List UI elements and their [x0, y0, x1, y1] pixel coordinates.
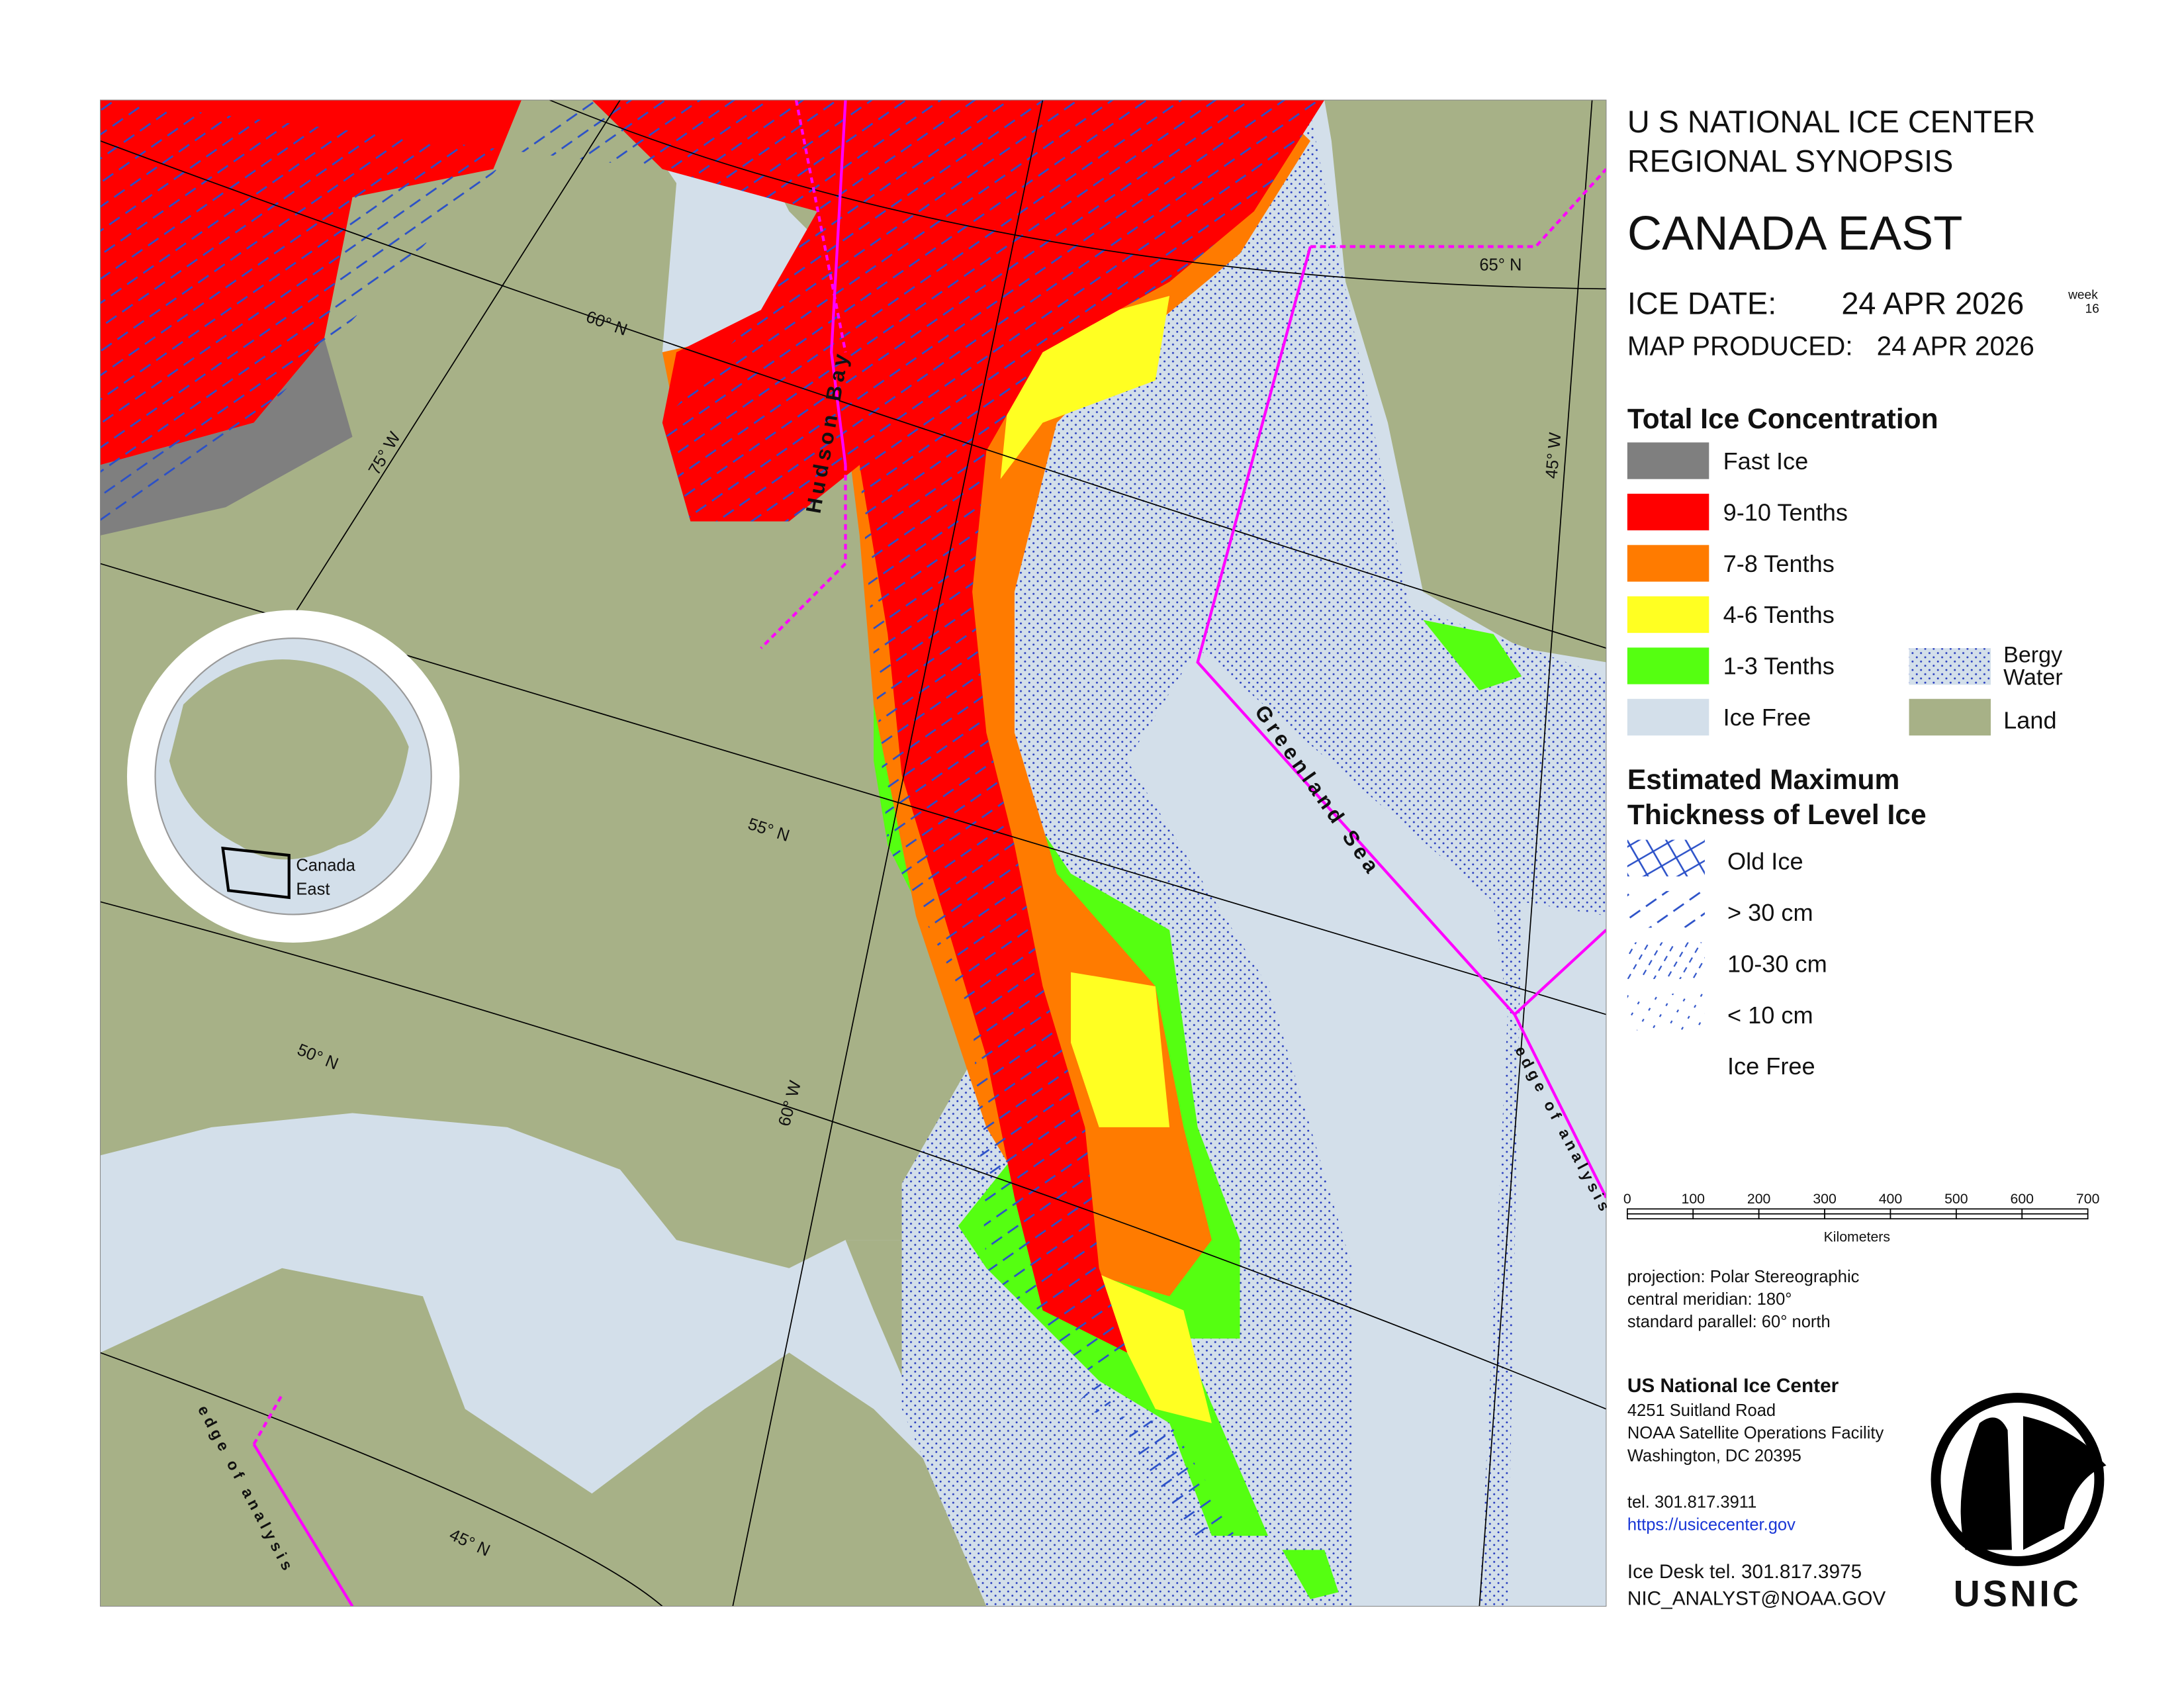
legend-swatch [1627, 647, 1709, 684]
logo-bear [2023, 1416, 2107, 1550]
graticule-line [549, 100, 1606, 290]
scale-tick-label: 200 [1747, 1191, 1770, 1207]
ice-1-3-tenths [1282, 1550, 1339, 1599]
contact-address: 4251 Suitland Road [1627, 1401, 1776, 1420]
legend-label: 7-8 Tenths [1723, 550, 1835, 577]
analysis-boundary [252, 1443, 354, 1607]
projection-info: standard parallel: 60° north [1627, 1313, 1831, 1331]
legend-label: Old Ice [1727, 847, 1803, 874]
legend-label: 9-10 Tenths [1723, 498, 1848, 526]
ice-date-label: ICE DATE: [1627, 287, 1776, 321]
scale-tick-label: 100 [1682, 1191, 1705, 1207]
legend-label: 1-3 Tenths [1723, 653, 1835, 680]
inset-label: East [296, 880, 330, 899]
projection-info: projection: Polar Stereographic [1627, 1268, 1860, 1286]
legend-label: Water [2003, 665, 2063, 690]
graticule-line [100, 140, 1606, 649]
scale-tick-label: 600 [2011, 1191, 2034, 1207]
longitude-label: 45° W [1543, 431, 1565, 479]
land [1324, 100, 1606, 663]
scale-tick-label: 0 [1623, 1191, 1631, 1207]
legend-swatch [1627, 839, 1705, 876]
scale-tick-label: 700 [2076, 1191, 2099, 1207]
legend-label: 4-6 Tenths [1723, 601, 1835, 628]
analysis-boundary [760, 465, 847, 649]
legend-label: 10-30 cm [1727, 950, 1827, 977]
week-label: week [2068, 288, 2098, 302]
scale-tick-label: 500 [1944, 1191, 1968, 1207]
logo-penguin [1960, 1417, 2012, 1550]
header-title: REGIONAL SYNOPSIS [1627, 144, 1954, 179]
legend-swatch [1909, 648, 1991, 685]
legend-label: Ice Free [1723, 704, 1811, 731]
contact-url[interactable]: https://usicecenter.gov [1627, 1516, 1796, 1534]
header-title: U S NATIONAL ICE CENTER [1627, 105, 2035, 139]
land [100, 1268, 987, 1607]
map-produced-label: MAP PRODUCED: [1627, 330, 1853, 361]
thickness-hatch [100, 100, 1325, 1536]
analysis-boundary [1196, 246, 1606, 1199]
scale-tick-label: 300 [1813, 1191, 1836, 1207]
inset-label: Canada [296, 856, 355, 874]
legend-swatch [1627, 1045, 1705, 1082]
legend-swatch [1627, 698, 1709, 736]
ice-4-6-tenths [1085, 1268, 1212, 1423]
analysis-boundary [794, 100, 847, 353]
legend-title: Total Ice Concentration [1627, 403, 1938, 435]
ice-4-6-tenths [1071, 972, 1170, 1127]
graticule-line [100, 901, 1606, 1410]
contact-email: NIC_ANALYST@NOAA.GOV [1627, 1587, 1886, 1609]
map-frame [99, 99, 1607, 1607]
legend-swatch [1627, 942, 1705, 979]
graticule-line [732, 100, 1044, 1607]
analysis-boundary [1514, 929, 1606, 1016]
legend-swatch [1627, 545, 1709, 582]
contact-tel: tel. 301.817.3911 [1627, 1493, 1756, 1512]
legend-swatch [1627, 596, 1709, 633]
legend-label: Ice Free [1727, 1053, 1815, 1080]
legend-swatch [1627, 442, 1709, 479]
legend-swatch [1627, 891, 1705, 928]
contact-address: Washington, DC 20395 [1627, 1446, 1801, 1465]
projection-info: central meridian: 180° [1627, 1290, 1792, 1309]
legend-swatch [1909, 698, 1991, 736]
map-produced-date: 24 APR 2026 [1877, 330, 2034, 361]
contact-address: NOAA Satellite Operations Facility [1627, 1424, 1884, 1442]
region-title: CANADA EAST [1627, 207, 1963, 260]
legend-label: Fast Ice [1723, 447, 1809, 475]
analysis-boundary [830, 100, 847, 465]
map-area [100, 100, 1606, 1607]
legend-label: Bergy [2003, 642, 2062, 667]
logo-text: USNIC [1954, 1573, 2081, 1615]
legend-swatch [1627, 493, 1709, 531]
scale-tick-label: 400 [1879, 1191, 1902, 1207]
legend-title: Estimated Maximum [1627, 764, 1900, 796]
contact-name: US National Ice Center [1627, 1375, 1839, 1397]
inset-box [221, 846, 291, 900]
contact-ice-desk: Ice Desk tel. 301.817.3975 [1627, 1561, 1862, 1583]
graticule-line [100, 1352, 663, 1607]
week-number: 16 [2085, 303, 2099, 316]
ice-free-water [1127, 648, 1508, 1607]
legend-label: Land [2003, 706, 2056, 733]
ice-date: 24 APR 2026 [1841, 287, 2024, 321]
legend-title: Thickness of Level Ice [1627, 799, 1927, 831]
legend-swatch [1627, 994, 1705, 1031]
logo-ring [1931, 1393, 2105, 1566]
legend-label: < 10 cm [1727, 1002, 1813, 1029]
legend-label: > 30 cm [1727, 899, 1813, 926]
latitude-label: 65° N [1479, 256, 1522, 275]
graticule-line [1479, 100, 1593, 1607]
inset-land [169, 659, 409, 860]
scale-unit: Kilometers [1824, 1229, 1890, 1244]
ice-1-3-tenths [1423, 620, 1522, 690]
